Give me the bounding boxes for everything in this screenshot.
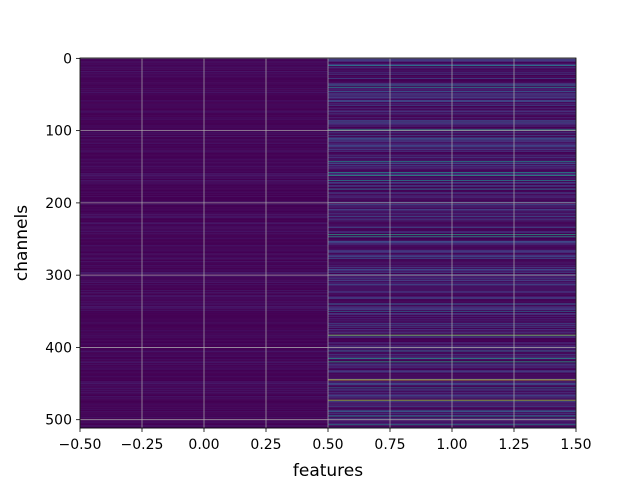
x-axis-label: features [293,461,363,480]
y-tick-label: 300 [45,268,72,284]
x-tick-label: −0.50 [59,437,102,453]
y-axis-ticks: 0 100 200 300 400 500 [45,51,80,429]
x-tick-label: −0.25 [121,437,164,453]
x-tick-label: 0.25 [250,437,281,453]
y-tick-label: 0 [63,51,72,67]
y-tick-label: 400 [45,340,72,356]
x-tick-label: 0.75 [374,437,405,453]
x-tick-label: 0.50 [312,437,343,453]
y-tick-label: 100 [45,124,72,140]
x-tick-label: 0.00 [188,437,219,453]
y-tick-label: 500 [45,413,72,429]
y-axis-label: channels [12,205,32,281]
y-tick-label: 200 [45,196,72,212]
x-axis-ticks: −0.50 −0.25 0.00 0.25 0.50 0.75 1.00 1.25 1.50 [59,428,592,453]
x-tick-label: 1.25 [498,437,529,453]
x-tick-label: 1.00 [436,437,467,453]
x-tick-label: 1.50 [560,437,591,453]
